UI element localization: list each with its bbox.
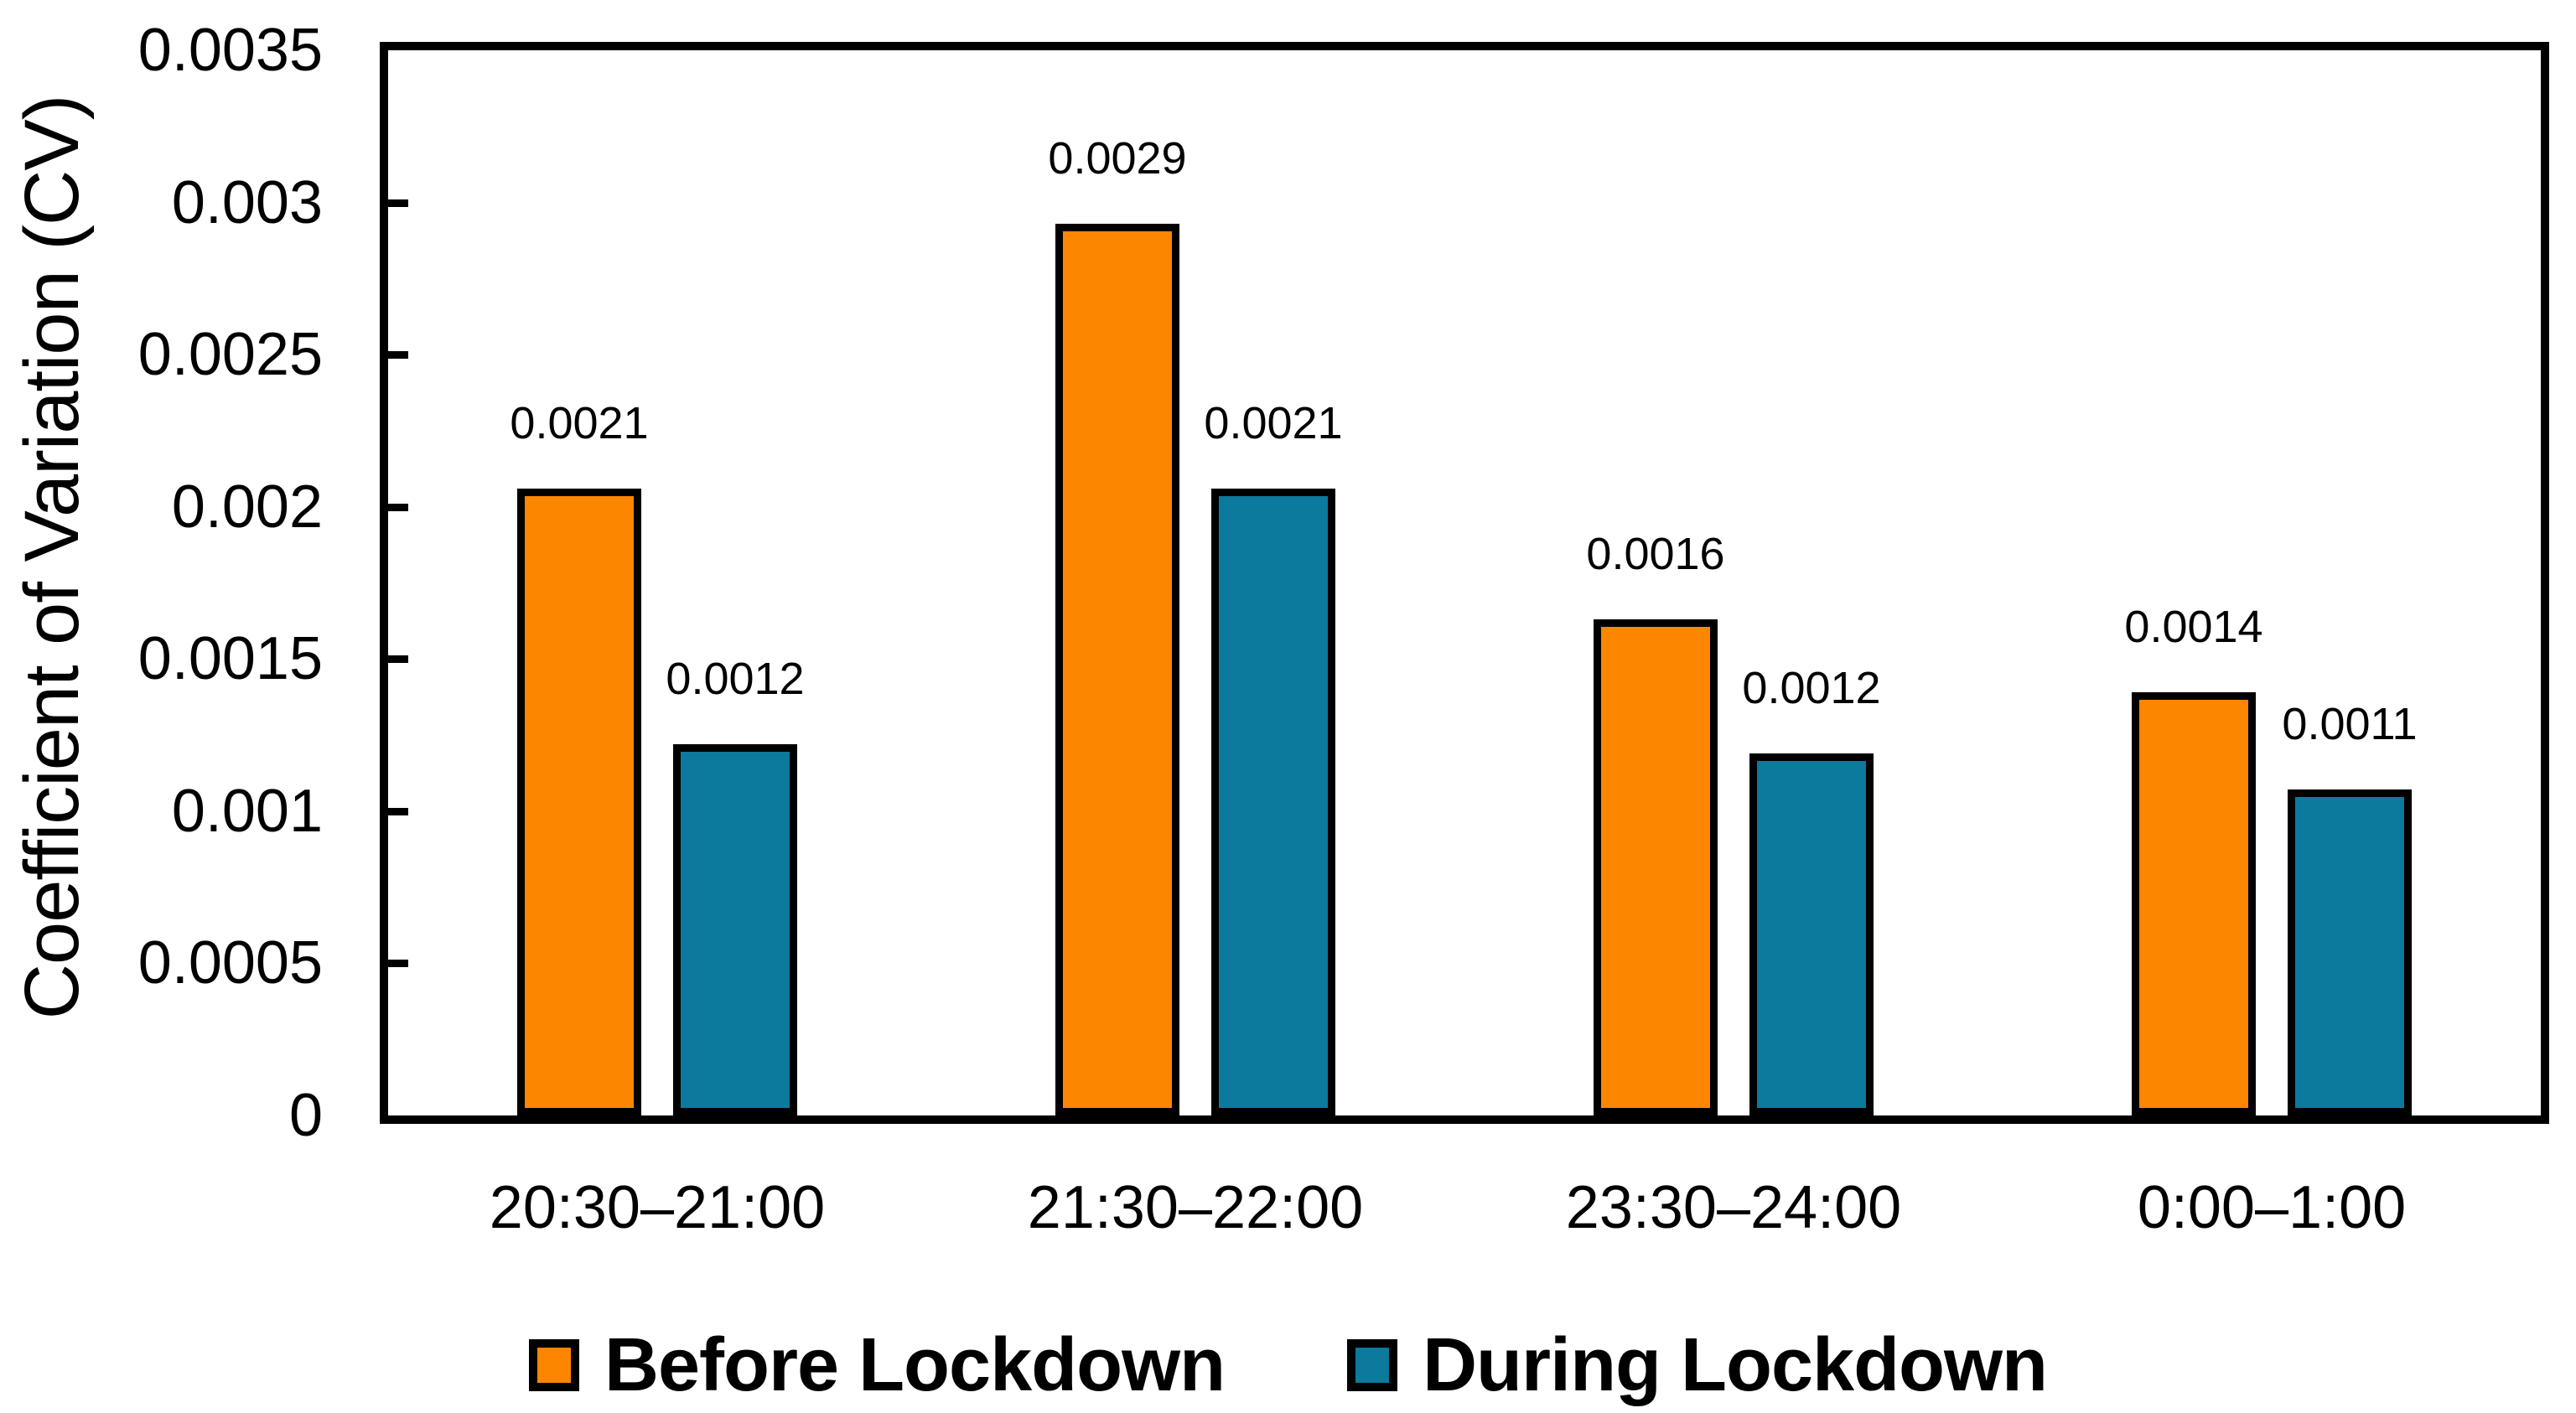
legend: Before Lockdown During Lockdown (0, 1327, 2576, 1404)
bar-before-lockdown (1594, 619, 1718, 1115)
legend-swatch (528, 1339, 579, 1391)
bar-data-label: 0.0014 (2124, 602, 2263, 653)
x-axis-tick-label: 20:30–21:00 (489, 1174, 826, 1241)
legend-label: Before Lockdown (604, 1323, 1226, 1407)
y-axis-tick-label: 0.002 (171, 473, 323, 541)
y-axis-tick (388, 503, 408, 511)
y-axis-tick-label: 0.0025 (137, 321, 323, 389)
bar-before-lockdown (517, 488, 641, 1115)
bar-during-lockdown (1211, 488, 1335, 1115)
legend-swatch (1347, 1339, 1398, 1391)
bar-data-label: 0.0011 (2282, 699, 2418, 750)
y-axis-tick-label: 0.001 (171, 777, 323, 845)
bar-data-label: 0.0016 (1586, 529, 1725, 580)
bar-data-label: 0.0021 (510, 397, 649, 448)
bar-before-lockdown (2132, 692, 2256, 1115)
y-axis-tick-label: 0.003 (171, 168, 323, 236)
y-axis-tick (388, 199, 408, 207)
y-axis-tick (388, 655, 408, 664)
bar-data-label: 0.0029 (1048, 132, 1187, 184)
legend-item: Before Lockdown (528, 1323, 1226, 1407)
legend-item: During Lockdown (1347, 1323, 2048, 1407)
y-axis-tick (388, 807, 408, 815)
y-axis-tick (388, 351, 408, 360)
y-axis-tick-label: 0.0015 (137, 625, 323, 693)
bar-data-label: 0.0021 (1204, 397, 1343, 448)
x-axis-tick-label: 21:30–22:00 (1027, 1174, 1364, 1241)
bar-data-label: 0.0012 (666, 653, 805, 704)
x-axis-tick-label: 23:30–24:00 (1565, 1174, 1902, 1241)
y-axis-tick (388, 960, 408, 968)
x-axis-tick-label: 0:00–1:00 (2137, 1174, 2407, 1241)
bar-before-lockdown (1055, 223, 1179, 1115)
bar-during-lockdown (2288, 789, 2412, 1115)
y-axis-tick-label: 0.0035 (137, 17, 323, 84)
y-axis-tick-label: 0.0005 (137, 929, 323, 997)
legend-label: During Lockdown (1423, 1323, 2048, 1407)
y-axis-tick-label: 0 (288, 1082, 323, 1149)
bar-during-lockdown (673, 743, 797, 1115)
bar-during-lockdown (1749, 753, 1874, 1115)
bar-data-label: 0.0012 (1742, 662, 1881, 713)
